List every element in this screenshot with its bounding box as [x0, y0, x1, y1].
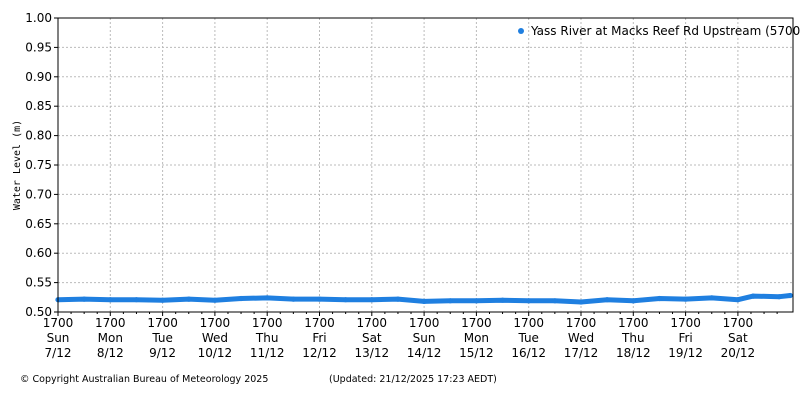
y-tick-label: 0.85 — [25, 99, 52, 113]
x-tick-label: 1700 — [723, 316, 754, 330]
data-point — [776, 294, 782, 300]
data-point — [160, 297, 166, 303]
x-tick-label: 1700 — [147, 316, 178, 330]
data-point — [683, 296, 689, 302]
data-point — [369, 297, 375, 303]
x-tick-label: 1700 — [566, 316, 597, 330]
legend: Yass River at Macks Reef Rd Upstream (57… — [518, 24, 800, 38]
grid-lines — [58, 18, 793, 312]
series-line — [55, 292, 793, 305]
data-point — [656, 295, 663, 302]
x-tick-label: 1700 — [513, 316, 544, 330]
x-tick-label: Sun — [413, 331, 436, 345]
x-tick-label: Thu — [255, 331, 279, 345]
x-tick-label: 19/12 — [668, 346, 703, 360]
x-tick-label: 10/12 — [198, 346, 233, 360]
x-tick-label: 16/12 — [511, 346, 546, 360]
data-point — [787, 292, 793, 299]
y-axis: 0.50 0.55 0.60 0.65 0.70 0.75 0.80 0.85 0.90 0.95… — [25, 11, 58, 319]
data-point — [630, 298, 636, 304]
x-tick-label: 13/12 — [355, 346, 390, 360]
x-tick-label: Wed — [202, 331, 228, 345]
x-tick-label: Fri — [312, 331, 326, 345]
x-tick-label: Sun — [47, 331, 70, 345]
x-tick-label: Wed — [568, 331, 594, 345]
data-point — [238, 295, 244, 302]
data-point — [81, 296, 87, 302]
data-point — [473, 298, 479, 304]
x-tick-label: Fri — [678, 331, 692, 345]
data-point — [750, 293, 756, 299]
data-point — [264, 295, 270, 301]
y-tick-label: 0.80 — [25, 129, 52, 143]
data-point — [709, 295, 715, 301]
x-tick-label: 1700 — [252, 316, 283, 330]
legend-marker — [518, 28, 524, 34]
data-point — [447, 298, 453, 304]
data-point — [212, 297, 218, 303]
x-tick-label: Sat — [362, 331, 382, 345]
x-tick-label: 17/12 — [564, 346, 599, 360]
data-point — [107, 297, 113, 303]
x-axis: 1700Sun7/121700Mon8/121700Tue9/121700Wed… — [43, 312, 778, 360]
x-tick-label: 1700 — [304, 316, 335, 330]
y-tick-label: 0.50 — [25, 305, 52, 319]
data-point — [526, 298, 532, 304]
x-tick-label: 14/12 — [407, 346, 442, 360]
copyright-text: © Copyright Australian Bureau of Meteoro… — [20, 374, 269, 385]
y-tick-label: 0.90 — [25, 70, 52, 84]
y-tick-label: 0.75 — [25, 158, 52, 172]
x-tick-label: 11/12 — [250, 346, 285, 360]
data-point — [290, 296, 296, 302]
x-tick-label: 12/12 — [302, 346, 337, 360]
x-tick-label: 7/12 — [45, 346, 72, 360]
data-point — [316, 296, 323, 302]
legend-label: Yass River at Macks Reef Rd Upstream (57… — [530, 24, 800, 38]
x-tick-label: Thu — [621, 331, 645, 345]
x-tick-label: Sat — [728, 331, 748, 345]
data-point — [552, 298, 558, 304]
x-tick-label: 1700 — [200, 316, 231, 330]
x-tick-label: Tue — [151, 331, 173, 345]
x-tick-label: Mon — [464, 331, 489, 345]
data-point — [395, 296, 401, 302]
y-tick-label: 1.00 — [25, 11, 52, 25]
x-tick-label: 15/12 — [459, 346, 494, 360]
y-tick-label: 0.60 — [25, 246, 52, 260]
x-tick-label: Tue — [517, 331, 539, 345]
x-tick-label: 8/12 — [97, 346, 124, 360]
x-tick-label: 9/12 — [149, 346, 176, 360]
y-axis-label: Water Level (m) — [12, 120, 23, 210]
x-tick-label: 1700 — [409, 316, 440, 330]
x-tick-label: 1700 — [43, 316, 74, 330]
y-tick-label: 0.55 — [25, 276, 52, 290]
data-point — [343, 297, 349, 303]
x-tick-label: 1700 — [95, 316, 126, 330]
series-path — [55, 293, 793, 305]
x-tick-label: 1700 — [618, 316, 649, 330]
data-point — [500, 297, 506, 303]
data-point — [186, 296, 192, 302]
x-tick-label: 18/12 — [616, 346, 651, 360]
data-point — [604, 297, 610, 303]
updated-text: (Updated: 21/12/2025 17:23 AEDT) — [329, 374, 497, 385]
x-tick-label: 1700 — [670, 316, 701, 330]
data-point — [421, 298, 427, 304]
y-tick-label: 0.70 — [25, 187, 52, 201]
x-tick-label: Mon — [98, 331, 123, 345]
y-tick-label: 0.65 — [25, 217, 52, 231]
x-tick-label: 1700 — [461, 316, 492, 330]
x-tick-label: 20/12 — [721, 346, 756, 360]
y-tick-label: 0.95 — [25, 40, 52, 54]
data-point — [578, 299, 584, 305]
data-point — [735, 297, 741, 303]
data-point — [133, 297, 139, 303]
x-tick-label: 1700 — [357, 316, 388, 330]
